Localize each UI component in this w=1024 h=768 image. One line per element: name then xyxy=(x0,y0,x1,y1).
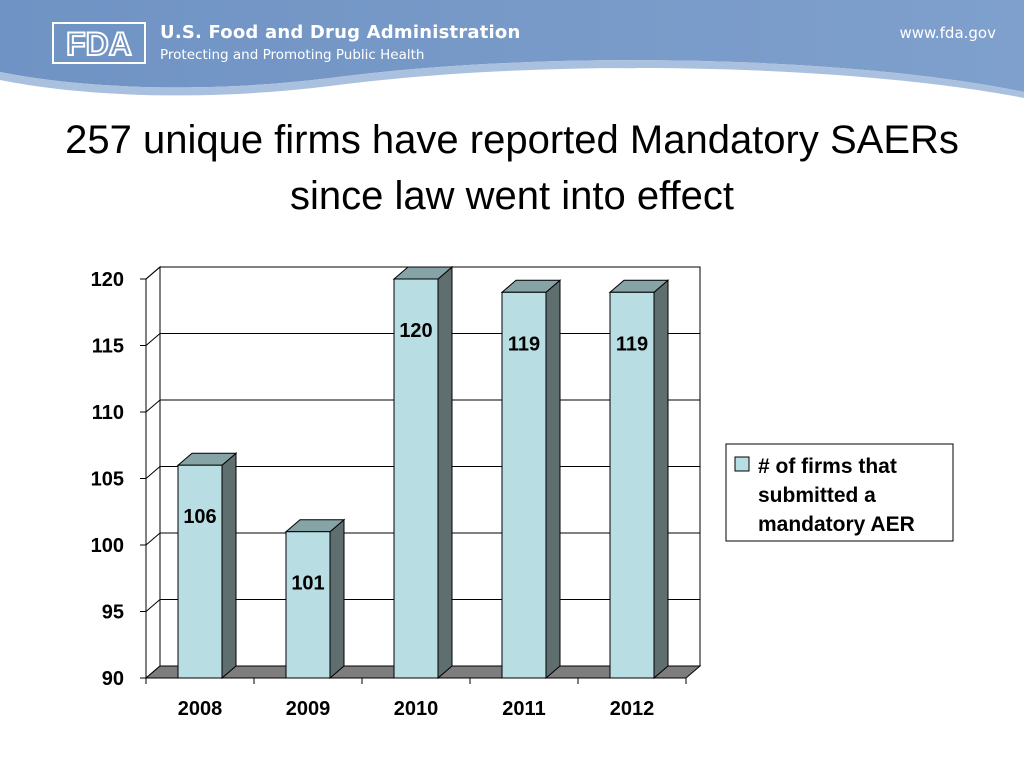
legend-box xyxy=(725,443,954,542)
agency-name: U.S. Food and Drug Administration xyxy=(160,22,521,43)
bar-side-2008 xyxy=(221,452,237,680)
data-label-2012: 119 xyxy=(616,333,648,355)
bar-2010 xyxy=(393,278,439,679)
slide-title: 257 unique firms have reported Mandatory… xyxy=(65,118,959,218)
bar-side-2011 xyxy=(545,279,561,680)
x-tick-label-2009: 2009 xyxy=(286,698,331,720)
bar-side-2010 xyxy=(437,265,453,680)
y-tick-label: 120 xyxy=(91,269,124,291)
bar-2011 xyxy=(501,291,547,679)
bar-2009 xyxy=(285,531,331,679)
data-label-2011: 119 xyxy=(508,333,540,355)
bar-side-2012 xyxy=(653,279,669,680)
legend-label-line: submitted a xyxy=(758,484,876,507)
gridline xyxy=(145,266,700,280)
y-tick-label: 110 xyxy=(92,402,124,424)
data-label-2008: 106 xyxy=(183,506,216,528)
data-label-2010: 120 xyxy=(399,320,432,342)
header-banner: FDA U.S. Food and Drug Administration Pr… xyxy=(0,0,1024,110)
x-tick-label-2008: 2008 xyxy=(178,698,223,720)
y-tick-label: 95 xyxy=(102,602,124,624)
x-tick-label-2010: 2010 xyxy=(394,698,439,720)
fda-logo-text: FDA xyxy=(66,26,132,62)
legend-label-line: # of firms that xyxy=(758,455,897,478)
agency-tagline: Protecting and Promoting Public Health xyxy=(160,47,425,63)
y-tick-label: 115 xyxy=(92,336,124,358)
website-link[interactable]: www.fda.gov xyxy=(899,24,996,42)
legend-label-line: mandatory AER xyxy=(758,513,915,536)
y-tick-label: 105 xyxy=(91,469,124,491)
bar-side-2009 xyxy=(329,518,345,680)
data-label-2009: 101 xyxy=(291,573,324,595)
agency-block: U.S. Food and Drug Administration Protec… xyxy=(160,22,521,63)
fda-logo: FDA xyxy=(52,22,146,64)
x-tick-label-2012: 2012 xyxy=(610,698,655,720)
header-background xyxy=(0,0,1024,98)
bar-2008 xyxy=(177,464,223,679)
y-tick-label: 90 xyxy=(102,668,124,690)
legend-swatch xyxy=(734,456,750,472)
x-tick-label-2011: 2011 xyxy=(502,698,545,720)
bar-2012 xyxy=(609,291,655,679)
y-tick-label: 100 xyxy=(91,535,124,557)
